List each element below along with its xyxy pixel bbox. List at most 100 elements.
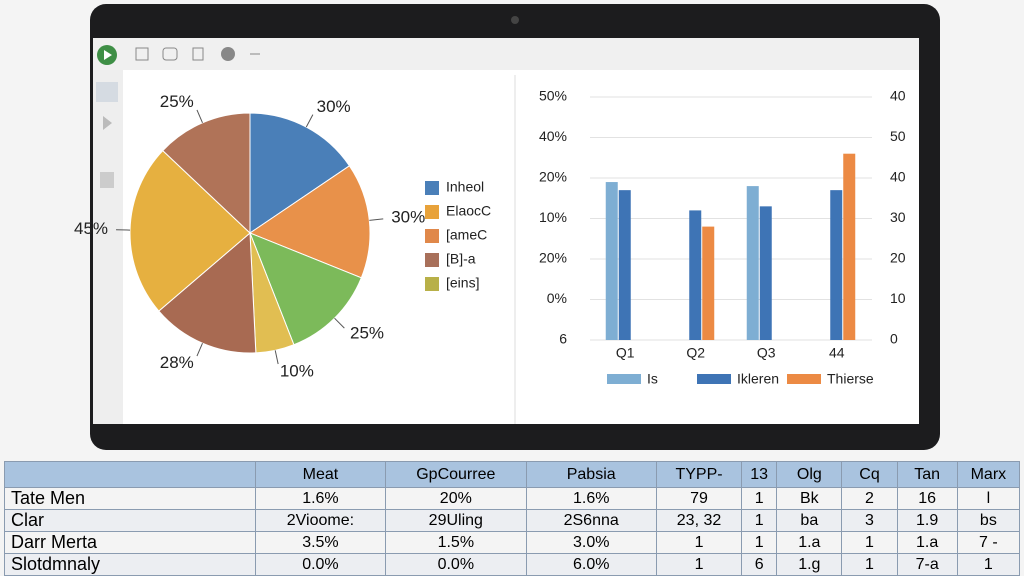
pie-label: 45% bbox=[74, 219, 108, 238]
table-cell: Bk bbox=[776, 487, 843, 510]
table-row: Slotdmnaly 0.0% 0.0% 6.0% 1 6 1.g 1 7-a 1 bbox=[4, 553, 1021, 576]
table-cell: 1 bbox=[841, 531, 898, 554]
sidebar bbox=[93, 38, 123, 424]
y2-tick-label: 50 bbox=[890, 128, 906, 144]
bar bbox=[759, 206, 772, 340]
table-cell: 3 bbox=[841, 509, 898, 532]
table-cell: 1 bbox=[655, 553, 743, 576]
leader-line bbox=[196, 343, 203, 357]
leader-line bbox=[369, 218, 384, 221]
header-cell bbox=[4, 461, 256, 488]
table-cell: bs bbox=[956, 509, 1021, 532]
y2-tick-label: 30 bbox=[890, 209, 906, 225]
table-cell: 23, 32 bbox=[655, 509, 743, 532]
legend-swatch bbox=[787, 374, 821, 384]
table-cell: 2Vioome: bbox=[254, 509, 387, 532]
legend-label: [ameC bbox=[446, 227, 487, 243]
help-icon[interactable] bbox=[221, 47, 235, 61]
y2-tick-label: 10 bbox=[890, 290, 906, 306]
legend-label: [eins] bbox=[446, 275, 479, 291]
table-cell: 3.5% bbox=[254, 531, 387, 554]
table-cell: 1.g bbox=[776, 553, 843, 576]
table-row: Darr Merta 3.5% 1.5% 3.0% 1 1 1.a 1 1.a 7 - bbox=[4, 531, 1021, 554]
table-cell: 1 bbox=[741, 531, 778, 554]
table-cell: 0.0% bbox=[254, 553, 387, 576]
table-cell: 7-a bbox=[896, 553, 958, 576]
pie-label: 28% bbox=[160, 353, 194, 372]
table-cell: 2 bbox=[841, 487, 898, 510]
pie-label: 30% bbox=[391, 207, 425, 226]
legend-swatch bbox=[607, 374, 641, 384]
tool-icon[interactable] bbox=[162, 47, 178, 61]
leader-line bbox=[196, 109, 203, 123]
table-cell: l bbox=[956, 487, 1021, 510]
table-cell: 79 bbox=[655, 487, 743, 510]
header-cell: GpCourree bbox=[385, 461, 527, 488]
table-cell: 20% bbox=[385, 487, 527, 510]
table-cell: Darr Merta bbox=[4, 531, 256, 554]
bar bbox=[830, 190, 843, 340]
header-cell: Meat bbox=[254, 461, 387, 488]
pie-label: 10% bbox=[280, 361, 314, 380]
header-cell: Cq bbox=[841, 461, 898, 488]
legend-swatch bbox=[425, 181, 439, 195]
sound-icon[interactable] bbox=[100, 172, 114, 188]
legend-label: [B]-a bbox=[446, 251, 476, 267]
pie-label: 25% bbox=[160, 92, 194, 111]
camera bbox=[511, 16, 519, 24]
pie-slice bbox=[249, 232, 362, 346]
table-cell: 1 bbox=[741, 509, 778, 532]
x-tick-label: Q3 bbox=[757, 345, 776, 361]
legend-swatch bbox=[697, 374, 731, 384]
header-cell: Tan bbox=[896, 461, 958, 488]
y2-tick-label: 0 bbox=[890, 331, 898, 347]
y-tick-label: 50% bbox=[539, 88, 567, 104]
bar bbox=[702, 226, 715, 340]
bar bbox=[689, 210, 702, 340]
x-tick-label: Q2 bbox=[686, 345, 705, 361]
header-cell: TYPP- bbox=[655, 461, 743, 488]
header-cell: Olg bbox=[776, 461, 843, 488]
tool-icon[interactable] bbox=[135, 47, 149, 61]
pie-slice bbox=[248, 165, 371, 279]
table-cell: 1 bbox=[841, 553, 898, 576]
legend-label: Inheol bbox=[446, 179, 484, 195]
header-cell: 13 bbox=[741, 461, 778, 488]
table-cell: Tate Men bbox=[4, 487, 256, 510]
y2-tick-label: 20 bbox=[890, 250, 906, 266]
y-tick-label: 20% bbox=[539, 169, 567, 185]
x-tick-label: Q1 bbox=[616, 345, 635, 361]
x-tick-label: 44 bbox=[829, 345, 845, 361]
y2-tick-label: 40 bbox=[890, 169, 906, 185]
table-cell: 1 bbox=[741, 487, 778, 510]
table-cell: 0.0% bbox=[385, 553, 527, 576]
table-cell: ba bbox=[776, 509, 843, 532]
bar bbox=[605, 182, 618, 340]
leader-line bbox=[305, 114, 314, 128]
table-cell: 1 bbox=[655, 531, 743, 554]
bar bbox=[618, 190, 631, 340]
y-tick-label: 10% bbox=[539, 209, 567, 225]
y-tick-label: 20% bbox=[539, 250, 567, 266]
leader-line bbox=[334, 317, 345, 329]
table-cell: 6.0% bbox=[525, 553, 657, 576]
y-tick-label: 6 bbox=[559, 331, 567, 347]
pie-label: 30% bbox=[317, 97, 351, 116]
table-cell: 16 bbox=[896, 487, 958, 510]
pie-label: 25% bbox=[350, 323, 384, 342]
y-tick-label: 40% bbox=[539, 128, 567, 144]
table-cell: 1.6% bbox=[254, 487, 387, 510]
tool-icon[interactable] bbox=[192, 47, 204, 61]
header-cell: Marx bbox=[956, 461, 1021, 488]
table-cell: Clar bbox=[4, 509, 256, 532]
y-tick-label: 0% bbox=[547, 290, 567, 306]
legend-label: Ikleren bbox=[737, 371, 779, 387]
nav-icon[interactable] bbox=[103, 116, 112, 130]
table-cell: 2S6nna bbox=[525, 509, 657, 532]
list-icon[interactable] bbox=[96, 82, 118, 102]
toolbar bbox=[93, 38, 919, 70]
legend-label: ElaocC bbox=[446, 203, 491, 219]
table-cell: 1.5% bbox=[385, 531, 527, 554]
legend-swatch bbox=[425, 205, 439, 219]
